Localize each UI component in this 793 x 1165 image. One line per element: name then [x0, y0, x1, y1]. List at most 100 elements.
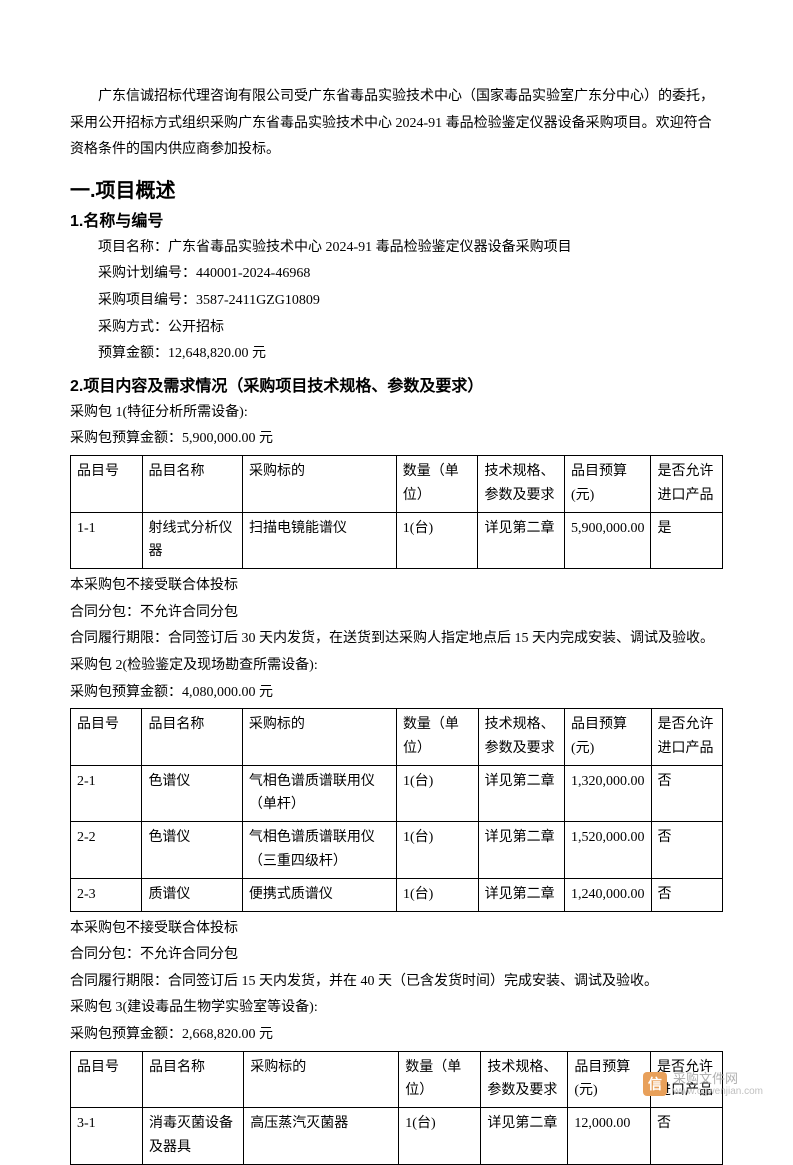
project-name-value: 广东省毒品实验技术中心 2024-91 毒品检验鉴定仪器设备采购项目	[168, 240, 572, 255]
header-qty: 数量（单位）	[396, 455, 478, 512]
budget-label: 预算金额：	[98, 346, 168, 361]
cell-spec: 详见第二章	[478, 512, 564, 569]
table-row: 1-1 射线式分析仪器 扫描电镜能谱仪 1(台) 详见第二章 5,900,000…	[71, 512, 723, 569]
proj-no-label: 采购项目编号：	[98, 293, 196, 308]
watermark-url: www.cgwenjian.com	[673, 1086, 763, 1097]
pkg3-title: 采购包 3(建设毒品生物学实验室等设备):	[70, 995, 723, 1022]
cell-budget: 5,900,000.00	[564, 512, 651, 569]
header-qty: 数量（单位）	[399, 1051, 481, 1108]
pkg1-budget: 采购包预算金额：5,900,000.00 元	[70, 426, 723, 453]
header-budget: 品目预算(元)	[568, 1051, 651, 1108]
cell-target: 扫描电镜能谱仪	[243, 512, 397, 569]
header-spec: 技术规格、参数及要求	[481, 1051, 568, 1108]
cell-id: 2-1	[71, 765, 142, 822]
pkg2-title: 采购包 2(检验鉴定及现场勘查所需设备):	[70, 653, 723, 680]
cell-target: 气相色谱质谱联用仪（三重四级杆）	[242, 822, 396, 879]
cell-import: 否	[651, 822, 723, 879]
watermark: 信 采购文件网 www.cgwenjian.com	[643, 1072, 763, 1097]
cell-name: 色谱仪	[142, 822, 242, 879]
cell-qty: 1(台)	[396, 512, 478, 569]
pkg1-note3: 合同履行期限：合同签订后 30 天内发货，在送货到达采购人指定地点后 15 天内…	[70, 626, 723, 653]
header-import: 是否允许进口产品	[651, 709, 723, 766]
pkg2-note2: 合同分包：不允许合同分包	[70, 942, 723, 969]
table-row: 2-3 质谱仪 便携式质谱仪 1(台) 详见第二章 1,240,000.00 否	[71, 878, 723, 911]
pkg2-note3: 合同履行期限：合同签订后 15 天内发货，并在 40 天（已含发货时间）完成安装…	[70, 969, 723, 996]
pkg1-title: 采购包 1(特征分析所需设备):	[70, 400, 723, 427]
cell-spec: 详见第二章	[478, 878, 564, 911]
cell-target: 便携式质谱仪	[242, 878, 396, 911]
intro-paragraph: 广东信诚招标代理咨询有限公司受广东省毒品实验技术中心（国家毒品实验室广东分中心）…	[70, 84, 723, 164]
section-1-1-heading: 1.名称与编号	[70, 207, 723, 231]
header-target: 采购标的	[242, 709, 396, 766]
proj-no-value: 3587-2411GZG10809	[196, 293, 320, 308]
document-page: 广东信诚招标代理咨询有限公司受广东省毒品实验技术中心（国家毒品实验室广东分中心）…	[0, 0, 793, 1122]
cell-id: 2-2	[71, 822, 142, 879]
table-header-row: 品目号 品目名称 采购标的 数量（单位） 技术规格、参数及要求 品目预算(元) …	[71, 709, 723, 766]
header-spec: 技术规格、参数及要求	[478, 709, 564, 766]
pkg1-note2: 合同分包：不允许合同分包	[70, 600, 723, 627]
cell-target: 气相色谱质谱联用仪（单杆）	[242, 765, 396, 822]
header-id: 品目号	[71, 455, 143, 512]
cell-budget: 12,000.00	[568, 1108, 651, 1165]
table-row: 3-1 消毒灭菌设备及器具 高压蒸汽灭菌器 1(台) 详见第二章 12,000.…	[71, 1108, 723, 1165]
cell-import: 是	[651, 512, 723, 569]
watermark-title: 采购文件网	[673, 1072, 763, 1086]
cell-budget: 1,320,000.00	[565, 765, 652, 822]
header-qty: 数量（单位）	[396, 709, 478, 766]
cell-name: 色谱仪	[142, 765, 242, 822]
table-row: 2-1 色谱仪 气相色谱质谱联用仪（单杆） 1(台) 详见第二章 1,320,0…	[71, 765, 723, 822]
cell-spec: 详见第二章	[478, 822, 564, 879]
plan-no-label: 采购计划编号：	[98, 266, 196, 281]
cell-id: 1-1	[71, 512, 143, 569]
cell-spec: 详见第二章	[481, 1108, 568, 1165]
project-name-line: 项目名称：广东省毒品实验技术中心 2024-91 毒品检验鉴定仪器设备采购项目	[70, 235, 723, 262]
cell-name: 质谱仪	[142, 878, 242, 911]
header-spec: 技术规格、参数及要求	[478, 455, 564, 512]
plan-number-line: 采购计划编号：440001-2024-46968	[70, 261, 723, 288]
header-id: 品目号	[71, 709, 142, 766]
watermark-text-block: 采购文件网 www.cgwenjian.com	[673, 1072, 763, 1097]
watermark-badge-icon: 信	[643, 1072, 667, 1096]
header-name: 品目名称	[142, 1051, 243, 1108]
cell-import: 否	[651, 765, 723, 822]
table-header-row: 品目号 品目名称 采购标的 数量（单位） 技术规格、参数及要求 品目预算(元) …	[71, 1051, 723, 1108]
header-import: 是否允许进口产品	[651, 455, 723, 512]
cell-qty: 1(台)	[399, 1108, 481, 1165]
pkg3-table: 品目号 品目名称 采购标的 数量（单位） 技术规格、参数及要求 品目预算(元) …	[70, 1051, 723, 1165]
cell-name: 消毒灭菌设备及器具	[142, 1108, 243, 1165]
header-name: 品目名称	[142, 455, 243, 512]
plan-no-value: 440001-2024-46968	[196, 266, 310, 281]
header-target: 采购标的	[243, 455, 397, 512]
cell-target: 高压蒸汽灭菌器	[244, 1108, 399, 1165]
section-1-heading: 一.项目概述	[70, 174, 723, 203]
cell-budget: 1,240,000.00	[565, 878, 652, 911]
pkg1-note1: 本采购包不接受联合体投标	[70, 573, 723, 600]
header-name: 品目名称	[142, 709, 242, 766]
budget-line: 预算金额：12,648,820.00 元	[70, 341, 723, 368]
header-budget: 品目预算(元)	[564, 455, 651, 512]
pkg2-note1: 本采购包不接受联合体投标	[70, 916, 723, 943]
method-value: 公开招标	[168, 320, 224, 335]
section-1-2-heading: 2.项目内容及需求情况（采购项目技术规格、参数及要求）	[70, 372, 723, 396]
pkg2-table: 品目号 品目名称 采购标的 数量（单位） 技术规格、参数及要求 品目预算(元) …	[70, 708, 723, 912]
method-label: 采购方式：	[98, 320, 168, 335]
cell-id: 2-3	[71, 878, 142, 911]
cell-import: 否	[650, 1108, 722, 1165]
cell-qty: 1(台)	[396, 822, 478, 879]
pkg1-table: 品目号 品目名称 采购标的 数量（单位） 技术规格、参数及要求 品目预算(元) …	[70, 455, 723, 569]
table-row: 2-2 色谱仪 气相色谱质谱联用仪（三重四级杆） 1(台) 详见第二章 1,52…	[71, 822, 723, 879]
cell-spec: 详见第二章	[478, 765, 564, 822]
pkg3-budget: 采购包预算金额：2,668,820.00 元	[70, 1022, 723, 1049]
method-line: 采购方式：公开招标	[70, 315, 723, 342]
cell-id: 3-1	[71, 1108, 143, 1165]
header-budget: 品目预算(元)	[565, 709, 652, 766]
header-target: 采购标的	[244, 1051, 399, 1108]
budget-value: 12,648,820.00 元	[168, 346, 266, 361]
table-header-row: 品目号 品目名称 采购标的 数量（单位） 技术规格、参数及要求 品目预算(元) …	[71, 455, 723, 512]
cell-qty: 1(台)	[396, 878, 478, 911]
cell-budget: 1,520,000.00	[565, 822, 652, 879]
project-number-line: 采购项目编号：3587-2411GZG10809	[70, 288, 723, 315]
pkg2-budget: 采购包预算金额：4,080,000.00 元	[70, 680, 723, 707]
cell-name: 射线式分析仪器	[142, 512, 243, 569]
project-name-label: 项目名称：	[98, 240, 168, 255]
